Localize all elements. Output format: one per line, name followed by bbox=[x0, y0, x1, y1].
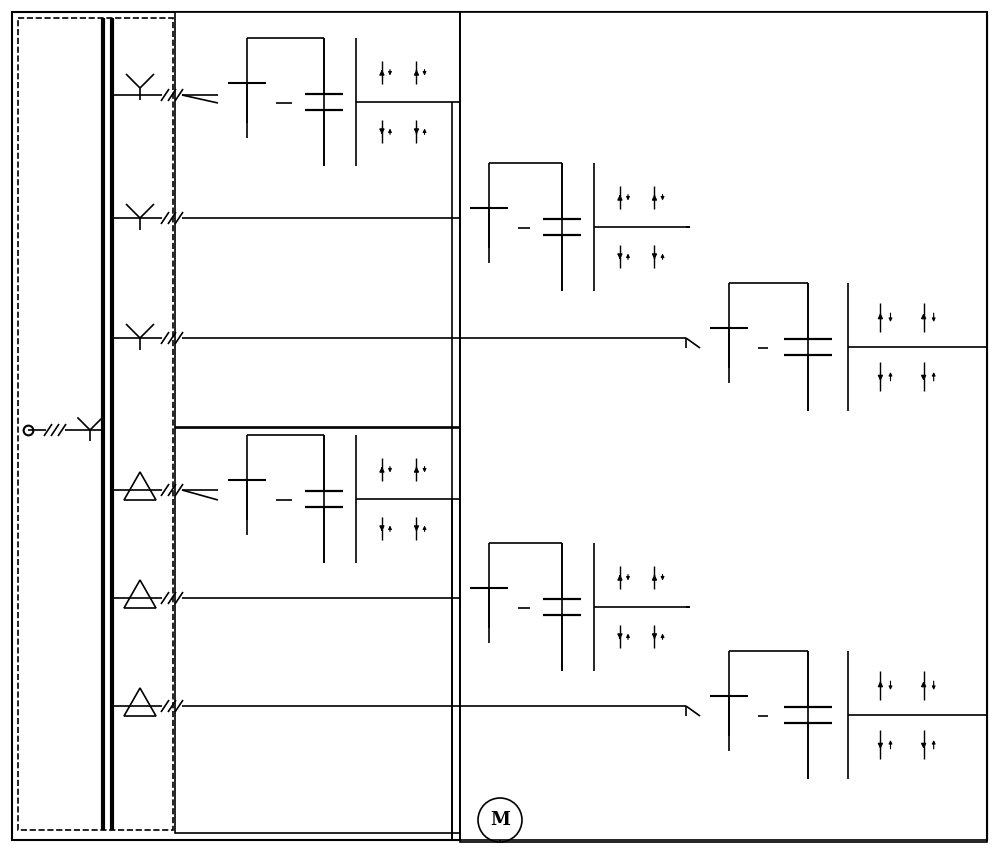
Polygon shape bbox=[124, 580, 156, 608]
Bar bbox=[768, 283, 968, 411]
Bar bbox=[700, 681, 758, 751]
Circle shape bbox=[478, 798, 522, 842]
Bar bbox=[530, 163, 690, 291]
Bar bbox=[292, 435, 452, 563]
Bar bbox=[768, 651, 968, 779]
Text: M: M bbox=[490, 811, 510, 829]
Bar bbox=[460, 12, 987, 842]
Polygon shape bbox=[470, 587, 508, 628]
Bar bbox=[292, 38, 452, 166]
Polygon shape bbox=[470, 208, 508, 249]
Polygon shape bbox=[710, 327, 748, 369]
Bar bbox=[175, 428, 460, 833]
Polygon shape bbox=[228, 83, 266, 123]
Bar bbox=[18, 18, 173, 830]
Bar bbox=[460, 193, 518, 263]
Bar bbox=[218, 68, 276, 138]
Polygon shape bbox=[228, 480, 266, 521]
Polygon shape bbox=[124, 688, 156, 716]
Bar bbox=[700, 313, 758, 383]
Polygon shape bbox=[124, 472, 156, 500]
Bar bbox=[460, 573, 518, 643]
Polygon shape bbox=[710, 696, 748, 736]
Bar bbox=[175, 12, 460, 427]
Bar bbox=[530, 543, 690, 671]
Bar bbox=[218, 465, 276, 535]
